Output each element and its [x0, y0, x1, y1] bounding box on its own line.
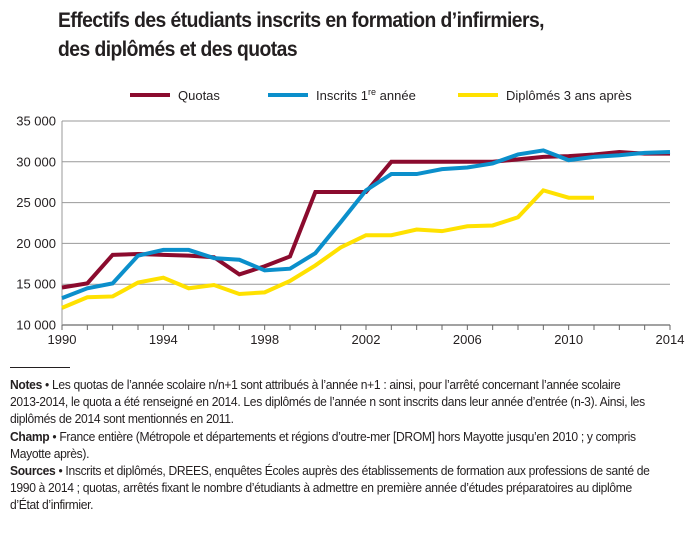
- x-tick-label: 1990: [48, 332, 77, 347]
- separator: [10, 367, 70, 368]
- chart-title: Effectifs des étudiants inscrits en form…: [58, 6, 545, 64]
- notes-label: Notes: [10, 377, 42, 392]
- x-tick-label: 1998: [250, 332, 279, 347]
- champ-paragraph: Champ • France entière (Métropole et dép…: [10, 428, 652, 462]
- x-tick-label: 1994: [149, 332, 178, 347]
- legend-item-0: Quotas: [130, 88, 220, 103]
- title-line-1: Effectifs des étudiants inscrits en form…: [58, 9, 545, 32]
- line-chart: 10 000 15 000 20 000 25 000 30 000 35 000 1990…: [16, 87, 685, 347]
- x-tick-label: 2010: [554, 332, 583, 347]
- champ-text: • France entière (Métropole et départeme…: [10, 428, 636, 461]
- notes-text: • Les quotas de l’année scolaire n/n+1 s…: [10, 377, 645, 427]
- y-tick-label: 35 000: [16, 114, 56, 129]
- sources-paragraph: Sources • Inscrits et diplômés, DREES, e…: [10, 462, 652, 514]
- y-tick-label: 10 000: [16, 318, 56, 333]
- legend-label: Diplômés 3 ans après: [506, 88, 632, 103]
- y-tick-label: 25 000: [16, 195, 56, 210]
- y-tick-label: 15 000: [16, 277, 56, 292]
- x-tick-label: 2014: [656, 332, 685, 347]
- sources-text: • Inscrits et diplômés, DREES, enquêtes …: [10, 463, 650, 513]
- series-line-2: [61, 188, 594, 310]
- x-tick-label: 2006: [453, 332, 482, 347]
- y-tick-label: 20 000: [16, 236, 56, 251]
- series-line-0: [61, 150, 670, 290]
- title-line-2: des diplômés et des quotas: [58, 38, 298, 61]
- y-tick-label: 30 000: [16, 154, 56, 169]
- sources-label: Sources: [10, 463, 56, 479]
- notes-paragraph: Notes • Les quotas de l’année scolaire n…: [10, 376, 652, 428]
- champ-label: Champ: [10, 428, 50, 444]
- series-line-1: [61, 148, 671, 300]
- notes-block: Notes • Les quotas de l’année scolaire n…: [10, 376, 652, 514]
- legend-label: Inscrits 1re année: [316, 87, 416, 103]
- legend-item-1: Inscrits 1re année: [268, 87, 416, 103]
- legend-label: Quotas: [178, 88, 220, 103]
- legend-item-2: Diplômés 3 ans après: [458, 88, 632, 103]
- x-tick-label: 2002: [352, 332, 381, 347]
